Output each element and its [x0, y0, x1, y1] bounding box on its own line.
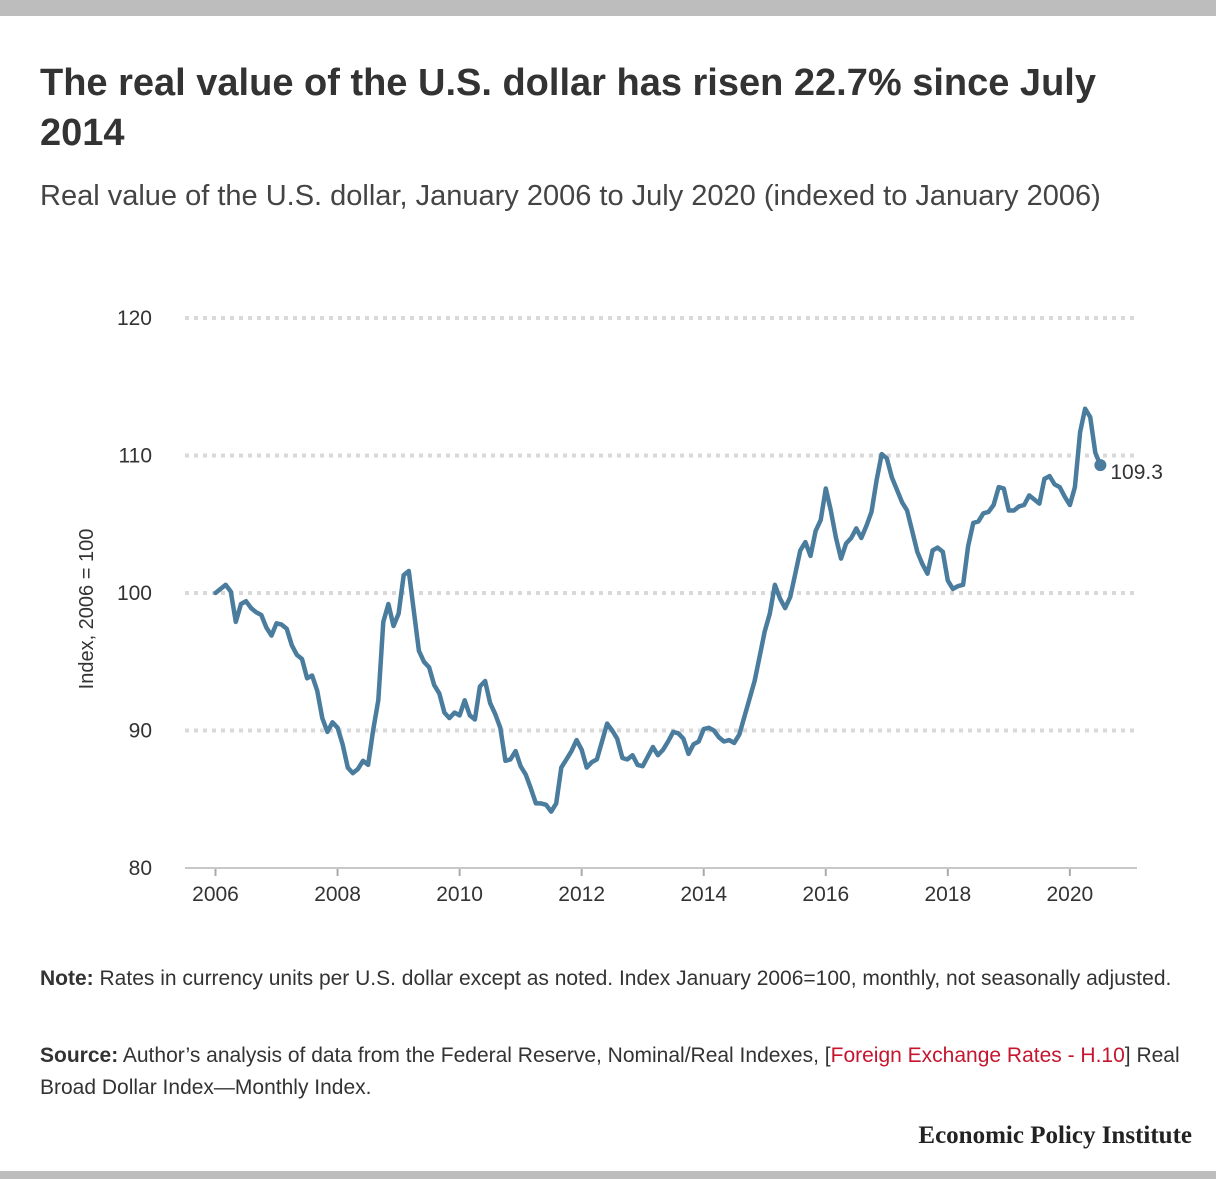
y-axis-ticks: 80 90 100 110 120 [117, 307, 152, 880]
source-text-after: ] Real Broad Dollar Index—Monthly Index. [40, 1044, 1180, 1099]
grid-lines [185, 316, 1137, 733]
x-tick-label: 2014 [680, 883, 727, 906]
x-tick-label: 2018 [924, 883, 971, 906]
series-line [213, 406, 1103, 814]
top-border [0, 0, 1216, 16]
y-tick-label: 110 [119, 445, 152, 468]
bottom-border [0, 1171, 1216, 1179]
x-tick-label: 2020 [1047, 883, 1094, 906]
source-label: Source: [40, 1044, 119, 1067]
x-tick-label: 2008 [314, 883, 361, 906]
chart-subtitle: Real value of the U.S. dollar, January 2… [40, 180, 1101, 212]
note-text: Rates in currency units per U.S. dollar … [99, 967, 1172, 990]
chart-source: Source: Author’s analysis of data from t… [40, 1040, 1180, 1104]
x-axis-ticks: 2006 2008 2010 2012 2014 2016 2018 2020 [192, 868, 1093, 906]
y-axis-label: Index, 2006 = 100 [76, 529, 98, 690]
y-tick-label: 120 [117, 307, 152, 330]
source-link[interactable]: Foreign Exchange Rates - H.10 [830, 1044, 1125, 1067]
x-tick-label: 2016 [802, 883, 849, 906]
y-tick-label: 80 [129, 857, 152, 880]
chart-note: Note: Rates in currency units per U.S. d… [40, 963, 1180, 995]
x-tick-label: 2006 [192, 883, 239, 906]
source-text-before: Author’s analysis of data from the Feder… [122, 1044, 831, 1067]
chart-title: The real value of the U.S. dollar has ri… [40, 62, 1096, 154]
end-value-label: 109.3 [1110, 461, 1163, 484]
x-tick-label: 2012 [558, 883, 605, 906]
note-label: Note: [40, 967, 94, 990]
y-tick-label: 100 [117, 582, 152, 605]
y-tick-label: 90 [129, 720, 152, 743]
epi-logo: Economic Policy Institute [918, 1122, 1192, 1149]
x-tick-label: 2010 [436, 883, 483, 906]
end-point-marker [1094, 459, 1107, 472]
